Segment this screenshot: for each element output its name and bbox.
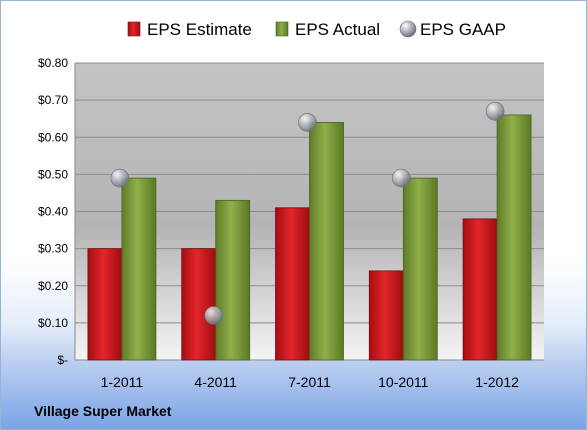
y-tick-label: $0.70 (38, 93, 68, 107)
eps-actual-bar (496, 114, 532, 361)
eps-actual-bar (121, 177, 157, 361)
y-tick-label: $0.10 (38, 316, 68, 330)
legend-label: EPS Actual (295, 20, 380, 39)
eps-actual-bar (309, 122, 344, 361)
eps-actual-bar (215, 199, 251, 361)
y-tick-label: $0.40 (38, 205, 68, 219)
x-tick-label: 10-2011 (378, 374, 429, 390)
eps-estimate-legend-swatch (127, 21, 141, 37)
x-tick-label: 1-2011 (101, 374, 144, 390)
company-name: Village Super Market (34, 403, 172, 419)
x-tick-label: 1-2012 (475, 374, 519, 390)
y-tick-label: $0.80 (38, 56, 68, 70)
gaap-markers (110, 101, 505, 325)
eps-gaap-legend-swatch (399, 20, 417, 38)
eps-gaap-marker (298, 113, 317, 132)
legend: EPS Estimate EPS Actual EPS GAAP (127, 20, 506, 39)
y-axis: $- $0.10 $0.20 $0.30 $0.40 $0.50 $0.60 $0.70 $0.… (38, 56, 68, 367)
x-tick-label: 4-2011 (194, 374, 237, 390)
eps-gaap-marker (110, 168, 130, 188)
eps-estimate-bar (181, 248, 217, 361)
y-tick-label: $0.20 (38, 279, 68, 293)
y-tick-label: $0.50 (38, 167, 68, 181)
x-axis: 1-2011 4-2011 7-2011 10-2011 1-2012 (101, 374, 519, 390)
legend-label: EPS GAAP (420, 20, 506, 39)
y-tick-label: $0.60 (38, 130, 68, 144)
eps-estimate-bar (462, 218, 498, 361)
eps-gaap-marker (391, 168, 411, 188)
eps-estimate-bar (275, 207, 310, 361)
eps-gaap-marker (204, 306, 223, 325)
eps-gaap-marker (485, 101, 505, 121)
x-tick-label: 7-2011 (288, 374, 331, 390)
bars (87, 114, 532, 361)
eps-estimate-bar (87, 248, 123, 361)
y-tick-label: $- (57, 353, 68, 367)
eps-actual-bar (402, 177, 438, 361)
y-tick-label: $0.30 (38, 242, 68, 256)
eps-actual-legend-swatch (275, 21, 289, 37)
legend-label: EPS Estimate (147, 20, 252, 39)
eps-estimate-bar (368, 270, 404, 361)
